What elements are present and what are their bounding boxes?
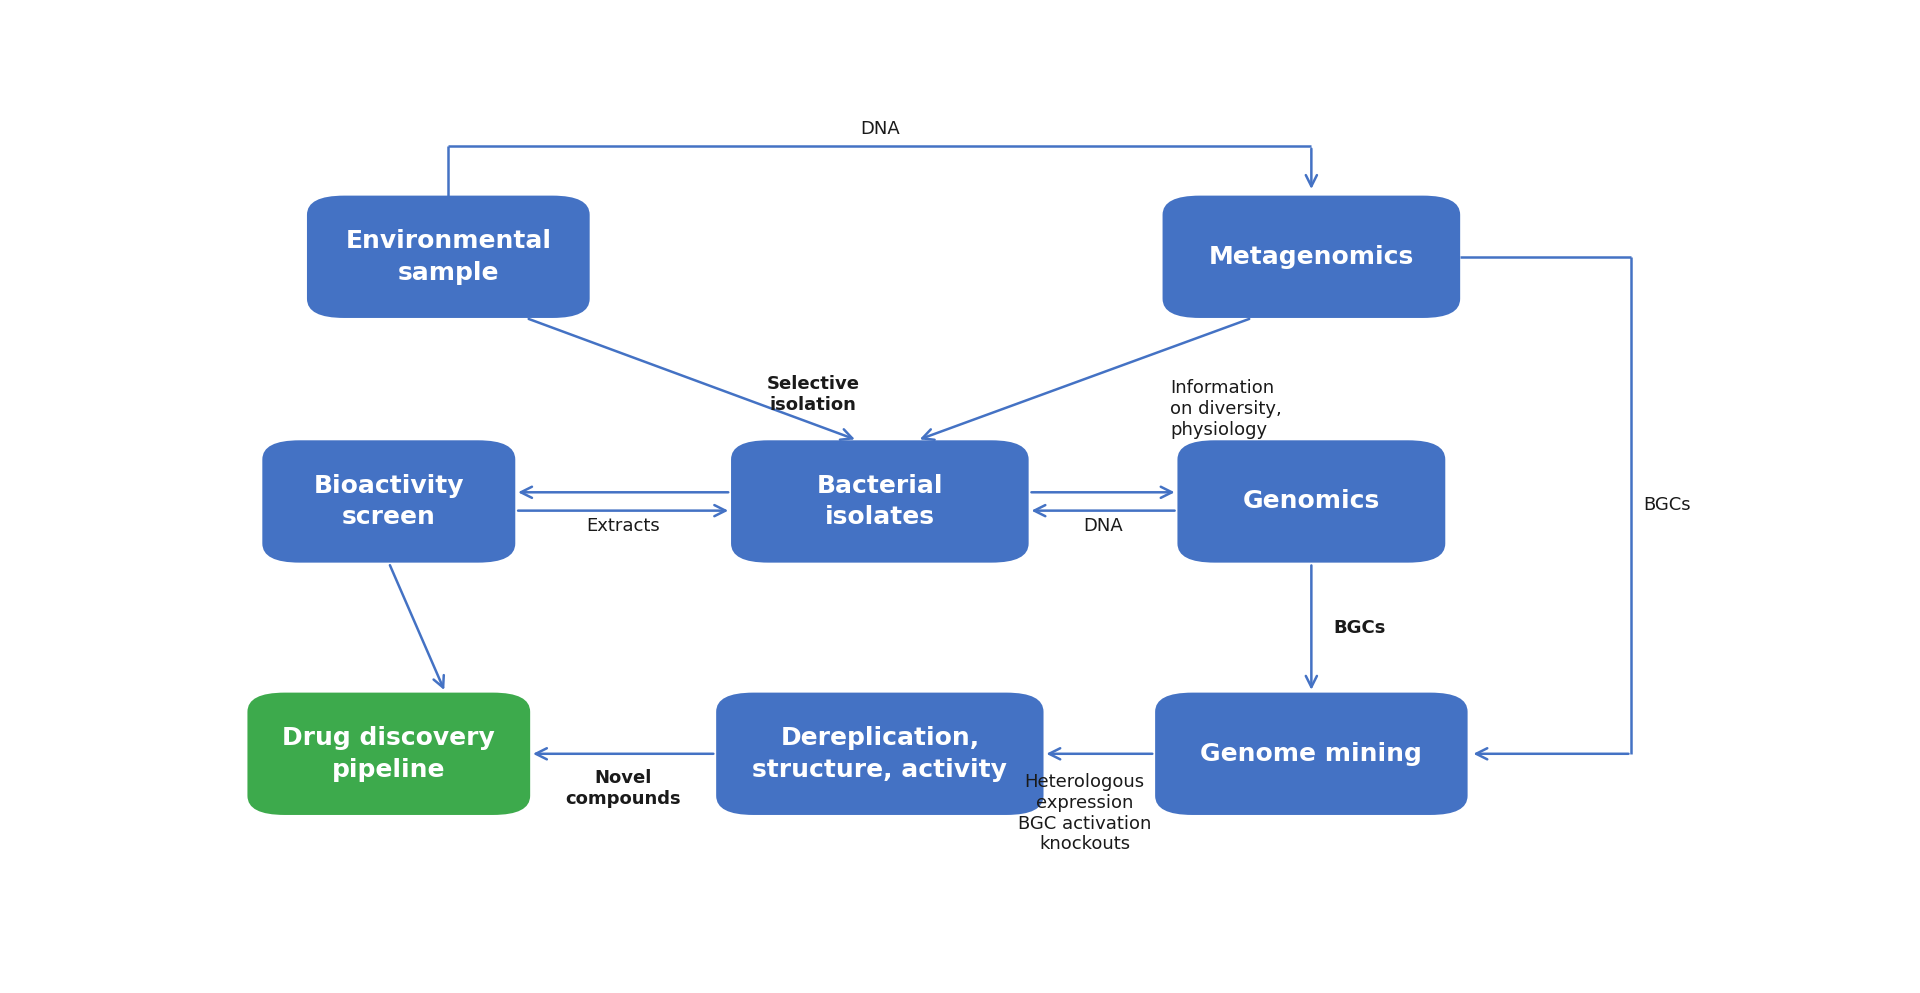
FancyBboxPatch shape: [1162, 196, 1461, 318]
Text: Information
on diversity,
physiology: Information on diversity, physiology: [1169, 379, 1283, 439]
Text: Metagenomics: Metagenomics: [1210, 245, 1413, 269]
FancyBboxPatch shape: [1156, 693, 1467, 815]
Text: DNA: DNA: [860, 120, 900, 138]
Text: Dereplication,
structure, activity: Dereplication, structure, activity: [753, 726, 1008, 781]
FancyBboxPatch shape: [248, 693, 530, 815]
Text: DNA: DNA: [1083, 516, 1123, 535]
FancyBboxPatch shape: [1177, 440, 1446, 563]
Text: Genome mining: Genome mining: [1200, 742, 1423, 766]
Text: Drug discovery
pipeline: Drug discovery pipeline: [282, 726, 495, 781]
Text: BGCs: BGCs: [1334, 619, 1386, 637]
Text: BGCs: BGCs: [1644, 496, 1692, 514]
Text: Genomics: Genomics: [1242, 490, 1380, 513]
FancyBboxPatch shape: [732, 440, 1029, 563]
FancyBboxPatch shape: [263, 440, 515, 563]
Text: Heterologous
expression
BGC activation
knockouts: Heterologous expression BGC activation k…: [1018, 773, 1152, 853]
Text: Novel
compounds: Novel compounds: [564, 769, 682, 808]
FancyBboxPatch shape: [307, 196, 589, 318]
Text: Selective
isolation: Selective isolation: [766, 375, 860, 414]
Text: Bacterial
isolates: Bacterial isolates: [816, 474, 943, 529]
FancyBboxPatch shape: [716, 693, 1044, 815]
Text: Bioactivity
screen: Bioactivity screen: [313, 474, 465, 529]
Text: Environmental
sample: Environmental sample: [346, 229, 551, 285]
Text: Extracts: Extracts: [586, 516, 660, 535]
